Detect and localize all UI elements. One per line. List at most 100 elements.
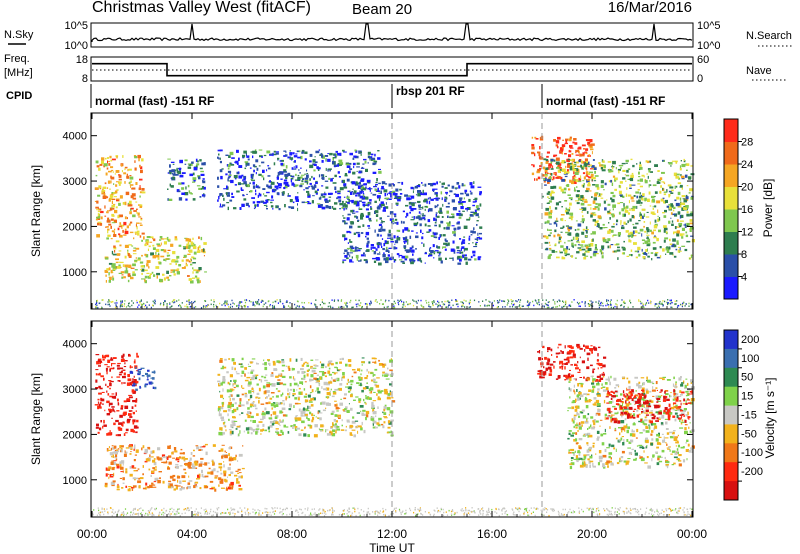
data-cell [251, 179, 255, 181]
data-cell [329, 390, 331, 392]
data-cell [244, 379, 249, 382]
data-cell [384, 193, 387, 197]
data-cell [167, 279, 170, 281]
data-cell [102, 188, 104, 191]
ground-scatter-cell [512, 304, 514, 306]
data-cell [622, 195, 625, 198]
ground-scatter-cell [267, 300, 269, 303]
data-cell [582, 185, 585, 188]
ground-scatter-cell [439, 305, 441, 307]
data-cell [649, 160, 652, 163]
data-cell [546, 172, 549, 174]
data-cell [127, 251, 129, 255]
ground-scatter-cell [493, 300, 495, 302]
data-cell [169, 171, 172, 175]
data-cell [98, 385, 101, 389]
ground-scatter-cell [669, 299, 671, 302]
ground-scatter-cell [656, 303, 658, 305]
data-cell [219, 390, 221, 393]
data-cell [600, 167, 603, 170]
data-cell [565, 138, 569, 141]
data-cell [107, 393, 110, 396]
data-cell [190, 263, 193, 266]
data-cell [460, 192, 464, 195]
data-cell [345, 386, 349, 388]
data-cell [387, 193, 388, 196]
data-cell [179, 480, 182, 484]
data-cell [550, 168, 554, 170]
data-cell [625, 193, 628, 197]
data-cell [118, 261, 121, 263]
data-cell [671, 160, 675, 162]
data-cell [603, 227, 608, 229]
data-cell [311, 413, 314, 417]
data-cell [565, 140, 568, 144]
data-cell [149, 484, 153, 488]
data-cell [105, 367, 108, 371]
data-cell [229, 394, 232, 397]
data-cell [312, 195, 315, 197]
data-cell [193, 485, 196, 489]
data-cell [300, 357, 303, 361]
ground-scatter-cell [294, 303, 296, 306]
data-cell [271, 195, 274, 199]
data-cell [392, 192, 396, 196]
data-cell [386, 431, 389, 434]
data-cell [416, 185, 421, 188]
data-cell [116, 488, 120, 491]
data-cell [321, 363, 325, 367]
data-cell [101, 192, 104, 194]
data-cell [101, 157, 105, 161]
data-cell [561, 365, 564, 368]
data-cell [588, 243, 591, 248]
data-cell [577, 228, 580, 231]
data-cell [603, 356, 607, 359]
data-cell [665, 253, 667, 255]
data-cell [249, 403, 254, 407]
ground-scatter-cell [542, 305, 544, 307]
data-cell [363, 259, 368, 261]
data-cell [124, 255, 127, 259]
data-cell [264, 195, 268, 197]
data-cell [111, 193, 114, 195]
data-cell [590, 148, 594, 151]
ground-scatter-cell [296, 305, 298, 307]
data-cell [617, 168, 621, 171]
ground-scatter-cell [193, 306, 195, 309]
data-cell [644, 251, 646, 255]
data-cell [596, 220, 599, 223]
data-cell [275, 421, 279, 424]
data-cell [639, 213, 642, 217]
data-cell [273, 162, 276, 166]
data-cell [657, 178, 662, 182]
data-cell [638, 171, 640, 175]
ground-scatter-cell [538, 299, 540, 301]
data-cell [294, 402, 299, 405]
data-cell [282, 400, 285, 402]
ground-scatter-cell [678, 304, 680, 307]
data-cell [113, 268, 116, 270]
ground-scatter-cell [96, 301, 98, 304]
data-cell [415, 235, 419, 239]
data-cell [260, 433, 262, 435]
ground-scatter-cell [244, 301, 247, 304]
data-cell [422, 184, 424, 186]
data-cell [570, 364, 573, 366]
data-cell [381, 363, 385, 366]
data-cell [188, 467, 193, 469]
data-cell [365, 235, 367, 238]
data-cell [121, 487, 124, 489]
data-cell [546, 151, 550, 154]
data-cell [311, 186, 316, 190]
ground-scatter-cell [119, 305, 122, 308]
data-cell [447, 223, 451, 227]
data-cell [680, 250, 682, 252]
data-cell [308, 186, 310, 188]
data-cell [174, 236, 178, 239]
data-cell [338, 369, 342, 371]
data-cell [301, 151, 304, 154]
data-cell [623, 203, 625, 207]
data-cell [644, 240, 648, 244]
data-cell [631, 215, 634, 219]
